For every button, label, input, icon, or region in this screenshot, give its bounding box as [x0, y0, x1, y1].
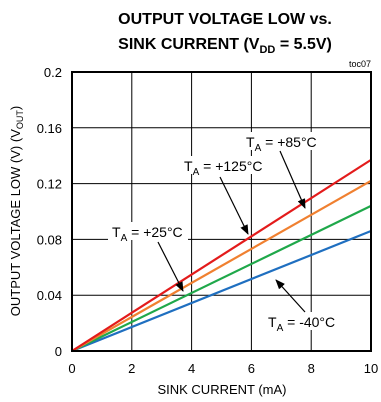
x-tick-label: 10: [364, 361, 378, 376]
y-axis-label: OUTPUT VOLTAGE LOW (V) (VOUT): [8, 106, 25, 316]
x-tick-label: 2: [128, 361, 135, 376]
y-tick-label: 0.08: [37, 232, 62, 247]
annotation-25c: TA = +25°C: [108, 222, 188, 292]
arrow-25c: [157, 241, 184, 292]
y-tick-label: 0.12: [37, 177, 62, 192]
x-tick-label: 4: [188, 361, 195, 376]
x-axis-label: SINK CURRENT (mA): [157, 382, 286, 397]
y-tick-label: 0.16: [37, 121, 62, 136]
arrow-85c: [279, 150, 306, 209]
series-label-25c: TA = +25°C: [112, 224, 183, 244]
series-line-minus40C: [71, 230, 372, 353]
x-tick-labels: 0 2 4 6 8 10: [68, 361, 378, 376]
y-tick-labels: 0 0.04 0.08 0.12 0.16 0.2: [37, 65, 62, 359]
plot-frame: [71, 71, 372, 352]
figure-id: toc07: [349, 59, 371, 69]
series-label-minus40c: TA = -40°C: [268, 314, 335, 334]
annotation-minus40c: TA = -40°C: [264, 279, 338, 334]
x-tick-label: 6: [248, 361, 255, 376]
chart-title-line2: SINK CURRENT (VDD = 5.5V): [118, 36, 332, 56]
x-tick-label: 8: [308, 361, 315, 376]
x-tick-label: 0: [68, 361, 75, 376]
chart-title-line1: OUTPUT VOLTAGE LOW vs.: [118, 11, 332, 28]
series-label-125c: TA = +125°C: [184, 158, 262, 178]
grid: [72, 72, 371, 351]
y-tick-label: 0.2: [44, 65, 62, 80]
annotation-125c: TA = +125°C: [180, 156, 266, 235]
arrow-125c: [219, 176, 249, 235]
series-lines: [71, 158, 372, 353]
y-tick-label: 0.04: [37, 288, 62, 303]
series-line-125C: [71, 179, 372, 352]
series-line-25C: [71, 204, 372, 352]
series-label-85c: TA = +85°C: [246, 134, 317, 154]
arrow-minus40c: [275, 279, 306, 313]
y-tick-label: 0: [55, 344, 62, 359]
annotation-85c: TA = +85°C: [242, 132, 318, 209]
series-line-85C: [71, 158, 372, 352]
